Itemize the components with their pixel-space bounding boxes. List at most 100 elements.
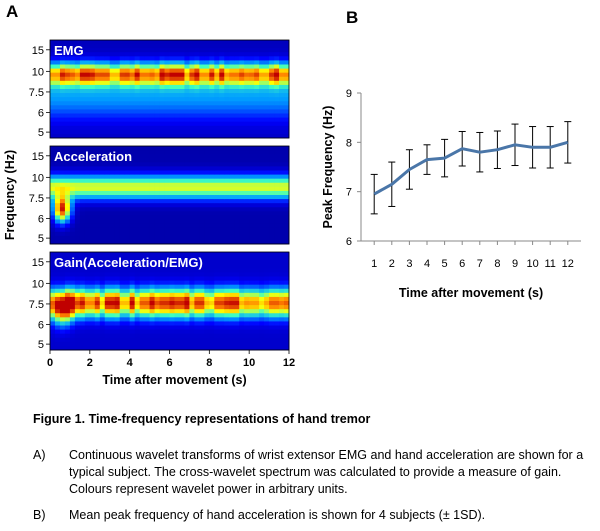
heatmap-cell [74, 333, 81, 339]
heatmap-cell [144, 93, 150, 98]
heatmap-cell [284, 150, 290, 155]
heatmap-cell [199, 125, 205, 131]
heatmap-cell [214, 44, 220, 49]
heatmap-cell [164, 211, 170, 216]
heatmap-cell [254, 329, 260, 335]
heatmap-cell [249, 84, 255, 90]
heatmap-cell [54, 280, 61, 286]
heatmap-cell [104, 313, 111, 318]
heatmap-cell [134, 186, 141, 192]
heatmap-cell [89, 195, 96, 200]
heatmap-cell [194, 199, 200, 204]
heatmap-cell [184, 84, 190, 90]
heatmap-cell [284, 288, 290, 294]
heatmap-cell [64, 276, 71, 281]
heatmap-cell [184, 129, 190, 135]
heatmap-cell [154, 76, 160, 82]
heatmap-cell [159, 154, 165, 159]
heatmap-cell [219, 105, 225, 110]
heatmap-cell [124, 309, 131, 314]
heatmap-cell [139, 195, 146, 200]
heatmap-cell [119, 235, 126, 241]
heatmap-cell [144, 337, 150, 343]
heatmap-cell [214, 52, 220, 57]
heatmap-cell [204, 60, 210, 65]
heatmap-cell [234, 321, 240, 326]
heatmap-cell [84, 280, 91, 286]
heatmap-cell [119, 292, 126, 298]
heatmap-cell [189, 325, 195, 330]
heatmap-cell [234, 296, 240, 302]
heatmap-cell [279, 235, 285, 241]
heatmap-cell [59, 48, 66, 53]
heatmap-cell [189, 93, 195, 98]
heatmap-cell [164, 105, 170, 110]
heatmap-cell [159, 260, 165, 265]
heatmap-cell [124, 288, 131, 294]
heatmap-cell [179, 199, 185, 204]
heatmap-cell [244, 219, 250, 224]
heatmap-cell [239, 211, 245, 216]
y-tick-label: 8 [346, 137, 352, 149]
heatmap-cell [234, 162, 240, 167]
heatmap-cell [159, 276, 165, 281]
heatmap-cell [144, 227, 150, 233]
heatmap-cell [279, 223, 285, 229]
heatmap-cell [129, 162, 136, 167]
heatmap-cell [209, 292, 215, 298]
heatmap-cell [209, 317, 215, 322]
heatmap-cell [274, 178, 280, 184]
heatmap-cell [204, 219, 210, 224]
heatmap-cell [224, 239, 230, 245]
heatmap-cell [214, 215, 220, 220]
heatmap-cell [224, 174, 230, 180]
heatmap-cell [69, 305, 76, 310]
heatmap-cell [279, 80, 285, 86]
heatmap-cell [249, 174, 255, 180]
heatmap-cell [59, 125, 66, 131]
heatmap-cell [124, 117, 131, 123]
heatmap-cell [169, 76, 175, 82]
heatmap-cell [84, 64, 91, 69]
heatmap-cell [279, 44, 285, 49]
heatmap-cell [199, 64, 205, 69]
heatmap-cell [204, 97, 210, 102]
heatmap-cell [124, 121, 131, 127]
heatmap-cell [74, 44, 81, 49]
heatmap-cell [259, 305, 265, 310]
heatmap-cell [254, 203, 260, 208]
heatmap-cell [199, 264, 205, 269]
y-tick-label: 6 [38, 108, 44, 120]
heatmap-cell [234, 219, 240, 224]
heatmap-cell [229, 301, 235, 306]
heatmap-cell [104, 44, 111, 49]
heatmap-cell [159, 44, 165, 49]
heatmap-cell [94, 333, 101, 339]
heatmap-cell [249, 284, 255, 290]
heatmap-cell [269, 133, 275, 139]
heatmap-cell [124, 252, 131, 257]
heatmap-cell [204, 93, 210, 98]
heatmap-cell [204, 125, 210, 131]
heatmap-cell [104, 101, 111, 106]
heatmap-cell [279, 333, 285, 339]
heatmap-cell [279, 252, 285, 257]
heatmap-cell [94, 84, 101, 90]
heatmap-cell [199, 333, 205, 339]
heatmap-cell [84, 154, 91, 159]
heatmap-cell [244, 296, 250, 302]
heatmap-cell [184, 227, 190, 233]
heatmap-cell [254, 337, 260, 343]
heatmap-cell [244, 154, 250, 159]
heatmap-cell [269, 219, 275, 224]
heatmap-cell [59, 170, 66, 175]
heatmap-cell [154, 235, 160, 241]
heatmap-cell [194, 52, 200, 57]
heatmap-cell [184, 113, 190, 118]
x-tick-label: 2 [87, 357, 93, 369]
heatmap-cell [69, 72, 76, 78]
heatmap-cell [144, 345, 150, 351]
heatmap-cell [179, 60, 185, 65]
heatmap-cell [219, 313, 225, 318]
heatmap-cell [109, 305, 116, 310]
